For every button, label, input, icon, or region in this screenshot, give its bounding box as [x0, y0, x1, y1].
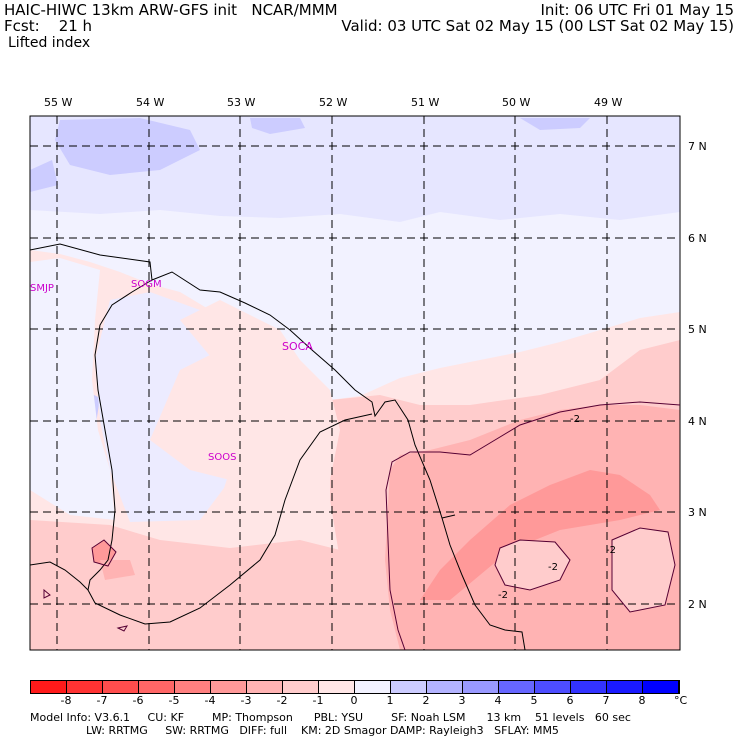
lon-label: 51 W — [411, 96, 440, 109]
colorbar-tick-label: 8 — [638, 694, 646, 707]
colorbar-swatch — [463, 681, 499, 693]
init-time: Init: 06 UTC Fri 01 May 15 — [540, 1, 734, 19]
colorbar-swatch — [535, 681, 571, 693]
colorbar-swatch — [247, 681, 283, 693]
colorbar-swatch — [499, 681, 535, 693]
graticule — [30, 116, 680, 650]
colorbar-swatch — [175, 681, 211, 693]
lon-label: 54 W — [136, 96, 165, 109]
lon-label: 49 W — [594, 96, 623, 109]
station-label: SMJP — [30, 283, 54, 294]
lat-label: 6 N — [688, 232, 707, 245]
colorbar-swatch — [67, 681, 103, 693]
colorbar-tick-label: -6 — [132, 694, 144, 707]
lon-label: 55 W — [44, 96, 73, 109]
colorbar-tick-label: 1 — [386, 694, 394, 707]
contour-minus2 — [43, 401, 680, 650]
colorbar-swatch — [607, 681, 643, 693]
station-label: SOCA — [282, 340, 313, 353]
colorbar-tick-label: 5 — [530, 694, 538, 707]
colorbar-tick-label: -4 — [204, 694, 216, 707]
colorbar-swatch — [103, 681, 139, 693]
contour-label: -2 — [606, 545, 616, 556]
map-frame — [29, 115, 681, 651]
colorbar-tick-label: -7 — [96, 694, 108, 707]
colorbar-tick-label: 2 — [422, 694, 430, 707]
colorbar — [30, 680, 680, 694]
colorbar-tick-label: -8 — [60, 694, 72, 707]
colorbar-tick-label: 3 — [458, 694, 466, 707]
colorbar-swatch — [211, 681, 247, 693]
colorbar-unit: °C — [674, 694, 688, 707]
station-label: SOOS — [208, 452, 237, 463]
colorbar-tick-label: 6 — [566, 694, 574, 707]
lat-label: 7 N — [688, 140, 707, 153]
lat-label: 3 N — [688, 506, 707, 519]
colorbar-swatch — [427, 681, 463, 693]
lat-label: 5 N — [688, 323, 707, 336]
contour-label: -2 — [570, 414, 580, 425]
contour-label: -2 — [548, 562, 558, 573]
colorbar-swatch — [319, 681, 355, 693]
colorbar-swatch — [643, 681, 679, 693]
colorbar-swatch — [391, 681, 427, 693]
colorbar-tick-label: -5 — [168, 694, 180, 707]
colorbar-tick-label: -2 — [276, 694, 288, 707]
field-name: Lifted index — [8, 35, 91, 51]
contour-label: -2 — [498, 590, 508, 601]
shaded-field — [30, 116, 680, 650]
colorbar-swatch — [355, 681, 391, 693]
colorbar-swatch — [571, 681, 607, 693]
model-info-line2: LW: RRTMG SW: RRTMG DIFF: full KM: 2D Sm… — [30, 724, 559, 737]
colorbar-tick-label: 7 — [602, 694, 610, 707]
model-info-line1: Model Info: V3.6.1 CU: KF MP: Thompson P… — [30, 711, 631, 724]
colorbar-swatch — [283, 681, 319, 693]
station-label: SOGM — [131, 279, 162, 290]
colorbar-tick-label: 0 — [350, 694, 358, 707]
colorbar-tick-label: 4 — [494, 694, 502, 707]
colorbar-swatch — [139, 681, 175, 693]
valid-time: Valid: 03 UTC Sat 02 May 15 (00 LST Sat … — [341, 17, 734, 35]
lon-label: 52 W — [319, 96, 348, 109]
colorbar-tick-label: -1 — [312, 694, 324, 707]
lat-label: 2 N — [688, 598, 707, 611]
coastline — [30, 243, 526, 650]
lon-label: 53 W — [227, 96, 256, 109]
model-title: HAIC-HIWC 13km ARW-GFS init NCAR/MMM — [4, 1, 338, 19]
forecast-hour: Fcst: 21 h — [4, 17, 93, 35]
colorbar-tick-label: -3 — [240, 694, 252, 707]
lat-label: 4 N — [688, 415, 707, 428]
colorbar-swatch — [31, 681, 67, 693]
lon-label: 50 W — [502, 96, 531, 109]
